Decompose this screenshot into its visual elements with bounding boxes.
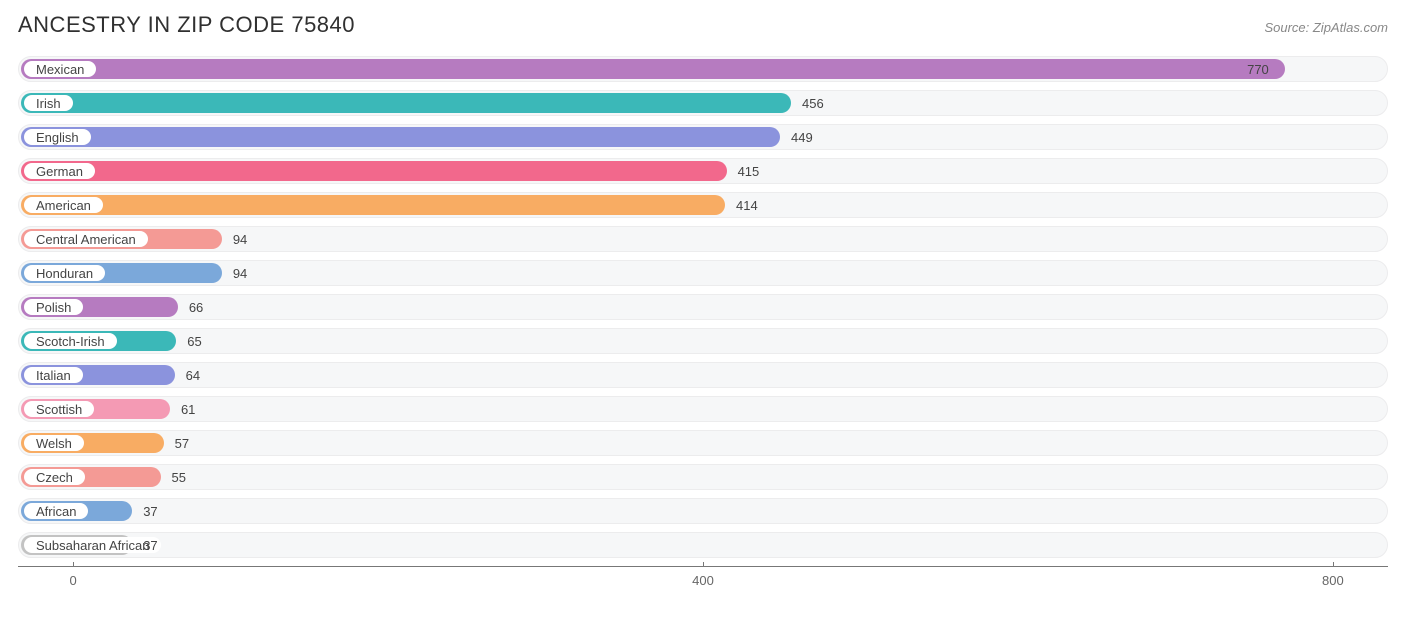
bar-row: Scottish 61 [18,396,1388,422]
bar-value: 770 [1239,57,1277,81]
bar-row: English 449 [18,124,1388,150]
bar-row: Honduran 94 [18,260,1388,286]
axis-label: 0 [69,573,76,588]
axis-tick [1333,562,1334,567]
bar-fill [21,195,725,215]
bar-label: English [24,129,91,145]
bar-row: Czech 55 [18,464,1388,490]
bar-value: 37 [135,533,165,557]
chart-title: ANCESTRY IN ZIP CODE 75840 [18,12,355,38]
bar-row: Welsh 57 [18,430,1388,456]
bar-row: Mexican 770 [18,56,1388,82]
bar-value: 61 [173,397,203,421]
bar-fill [21,161,727,181]
bar-value: 415 [730,159,768,183]
bar-value: 94 [225,227,255,251]
bar-label: German [24,163,95,179]
bar-value: 66 [181,295,211,319]
bar-value: 94 [225,261,255,285]
chart-source: Source: ZipAtlas.com [1264,20,1388,35]
bar-label: Welsh [24,435,84,451]
bar-row: African 37 [18,498,1388,524]
bar-value: 456 [794,91,832,115]
bar-value: 57 [167,431,197,455]
bar-row: Central American 94 [18,226,1388,252]
bar-fill [21,59,1285,79]
bar-value: 414 [728,193,766,217]
bar-row: Polish 66 [18,294,1388,320]
bar-label: Honduran [24,265,105,281]
bar-fill [21,93,791,113]
axis-tick [73,562,74,567]
bar-label: Polish [24,299,83,315]
bar-label: Czech [24,469,85,485]
bar-value: 449 [783,125,821,149]
bar-fill [21,127,780,147]
bar-label: Mexican [24,61,96,77]
bar-row: Irish 456 [18,90,1388,116]
bar-label: Scotch-Irish [24,333,117,349]
bar-label: Scottish [24,401,94,417]
bar-value: 55 [164,465,194,489]
bar-label: Central American [24,231,148,247]
bar-row: Italian 64 [18,362,1388,388]
bar-value: 37 [135,499,165,523]
chart-header: ANCESTRY IN ZIP CODE 75840 Source: ZipAt… [18,12,1388,38]
axis-tick [703,562,704,567]
x-axis: 0 400 800 [18,566,1388,592]
bar-label: American [24,197,103,213]
bar-row: American 414 [18,192,1388,218]
bar-label: Italian [24,367,83,383]
bar-value: 65 [179,329,209,353]
chart-area: Mexican 770 Irish 456 English 449 German 415 Ame… [18,56,1388,592]
axis-label: 400 [692,573,714,588]
axis-label: 800 [1322,573,1344,588]
bar-value: 64 [178,363,208,387]
bar-row: German 415 [18,158,1388,184]
bar-label: African [24,503,88,519]
bar-row: Subsaharan African37 [18,532,1388,558]
bar-label: Irish [24,95,73,111]
bar-row: Scotch-Irish 65 [18,328,1388,354]
